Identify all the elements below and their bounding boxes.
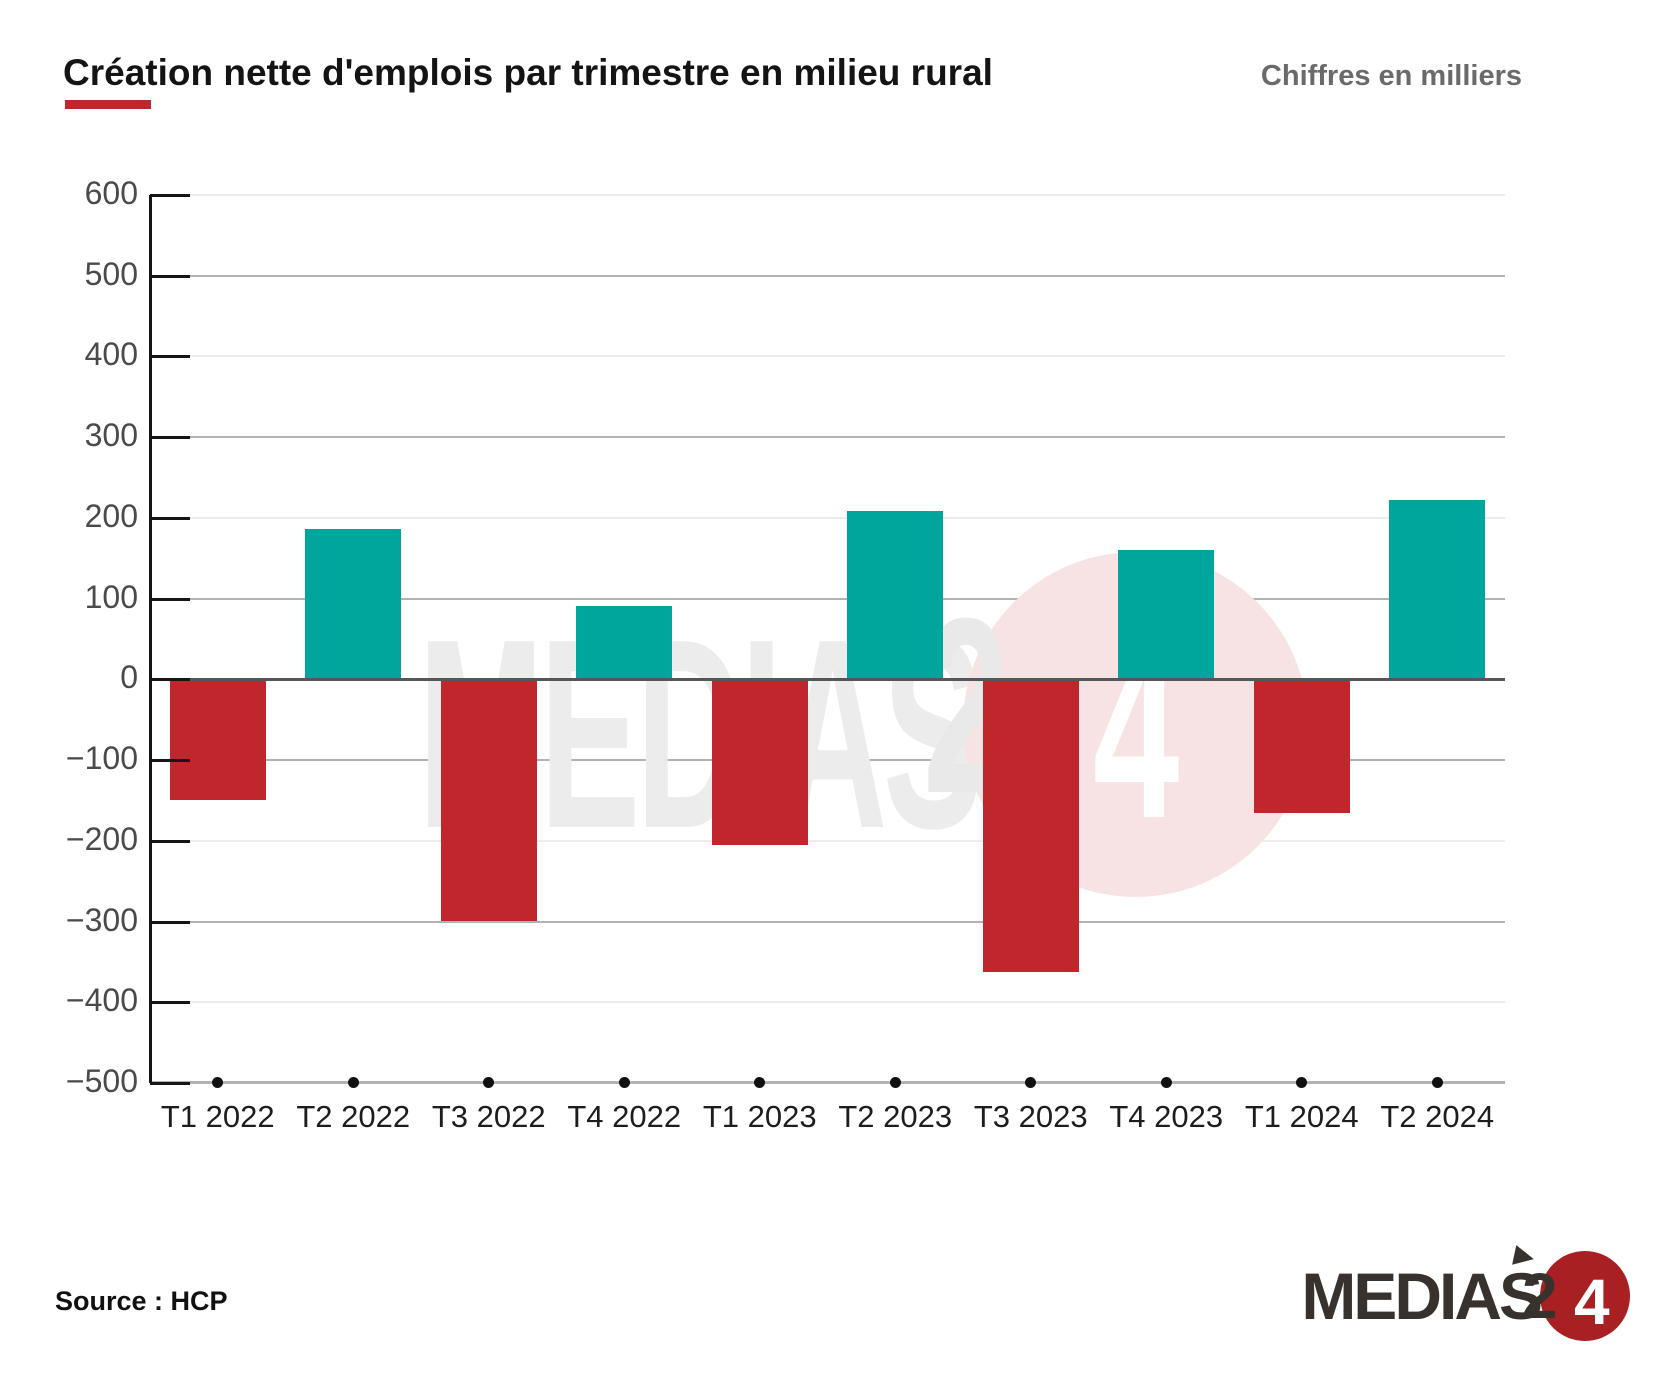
gridline-100 xyxy=(150,597,1505,600)
y-tick-0 xyxy=(150,678,190,682)
x-axis-dot-2 xyxy=(347,1077,359,1088)
x-tick-label-t4-2022: T4 2022 xyxy=(567,1099,682,1134)
y-tick-400 xyxy=(150,355,190,359)
source-label: Source : HCP xyxy=(55,1286,228,1316)
y-tick-label-400: 400 xyxy=(84,336,138,373)
x-tick-label-t2-2022: T2 2022 xyxy=(296,1099,411,1134)
x-tick-label-t2-2024: T2 2024 xyxy=(1380,1099,1495,1134)
units-note: Chiffres en milliers xyxy=(1260,60,1522,92)
logo-circle-icon: 2 4 xyxy=(1512,1245,1630,1341)
title-underline xyxy=(65,100,151,109)
y-tick--100 xyxy=(150,759,190,763)
gridline--400 xyxy=(150,1001,1505,1004)
x-tick-label-t3-2023: T3 2023 xyxy=(973,1099,1088,1134)
y-tick-label-300: 300 xyxy=(84,417,138,454)
x-axis-dot-7 xyxy=(1025,1077,1037,1088)
y-tick-500 xyxy=(150,274,190,278)
x-axis-dot-3 xyxy=(483,1077,495,1088)
x-axis-line xyxy=(150,1081,1505,1084)
y-tick-label--400: −400 xyxy=(65,982,138,1019)
y-tick-label--500: −500 xyxy=(65,1063,138,1099)
y-tick-label-200: 200 xyxy=(84,497,138,534)
y-axis-line xyxy=(149,195,152,1083)
gridline--100 xyxy=(150,759,1505,762)
logo-digit-4: 4 xyxy=(1574,1266,1610,1338)
gridline-600 xyxy=(150,194,1505,196)
bar-t1-2024 xyxy=(1253,679,1350,814)
y-tick-label-100: 100 xyxy=(84,578,138,615)
x-tick-label-t1-2022: T1 2022 xyxy=(160,1099,275,1134)
x-axis-dot-4 xyxy=(618,1077,630,1088)
x-axis-dot-6 xyxy=(889,1077,901,1088)
chart-title: Création nette d'emplois par trimestre e… xyxy=(63,52,993,93)
bar-t3-2023 xyxy=(982,679,1079,972)
bar-t3-2022 xyxy=(440,679,537,921)
y-tick-100 xyxy=(150,597,190,601)
gridline-300 xyxy=(150,436,1505,439)
y-tick--200 xyxy=(150,839,190,843)
logo-text: MEDIAS xyxy=(1301,1259,1543,1333)
y-tick-label--100: −100 xyxy=(65,740,138,777)
bar-t1-2023 xyxy=(711,679,808,845)
bar-t1-2022 xyxy=(169,679,266,801)
y-tick-600 xyxy=(150,194,190,197)
x-tick-label-t2-2023: T2 2023 xyxy=(838,1099,953,1134)
gridline-500 xyxy=(150,274,1505,277)
y-tick-200 xyxy=(150,516,190,520)
x-axis-dot-5 xyxy=(754,1077,766,1088)
x-axis-dot-8 xyxy=(1160,1077,1172,1088)
y-tick-300 xyxy=(150,436,190,440)
x-axis-dot-10 xyxy=(1431,1077,1443,1088)
gridline-200 xyxy=(150,516,1505,519)
y-tick--500 xyxy=(150,1082,190,1085)
gridline-400 xyxy=(150,355,1505,358)
x-axis-dot-9 xyxy=(1296,1077,1308,1088)
bar-t4-2022 xyxy=(576,605,673,680)
y-tick--400 xyxy=(150,1001,190,1005)
x-tick-label-t1-2023: T1 2023 xyxy=(702,1099,817,1134)
bar-chart-plot-area: 600 500 400 300 200 100 0 −100 −200 −300 −400 −500 T… xyxy=(66,175,1505,1134)
zero-line xyxy=(150,678,1505,682)
y-tick-label--300: −300 xyxy=(65,901,138,938)
bar-t2-2022 xyxy=(305,529,402,680)
x-tick-label-t4-2023: T4 2023 xyxy=(1109,1099,1224,1134)
medias24-logo: MEDIAS 2 4 xyxy=(1238,1240,1630,1352)
bar-t2-2024 xyxy=(1389,500,1486,680)
gridline--200 xyxy=(150,839,1505,842)
x-tick-label-t1-2024: T1 2024 xyxy=(1244,1099,1359,1134)
gridline--300 xyxy=(150,920,1505,923)
y-tick-label--200: −200 xyxy=(65,820,138,857)
bar-t4-2023 xyxy=(1118,550,1215,680)
x-tick-label-t3-2022: T3 2022 xyxy=(431,1099,546,1134)
logo-digit-2: 2 xyxy=(1522,1260,1558,1332)
x-axis-dot-1 xyxy=(212,1077,224,1088)
y-tick-label-600: 600 xyxy=(84,175,138,211)
y-tick-label-500: 500 xyxy=(84,255,138,292)
bar-t2-2023 xyxy=(847,511,944,680)
y-tick-label-0: 0 xyxy=(120,659,138,696)
y-tick--300 xyxy=(150,920,190,924)
